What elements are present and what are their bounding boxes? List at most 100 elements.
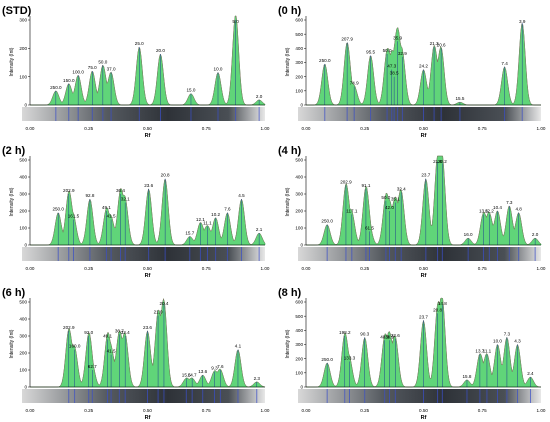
y-axis-label: Intensity (Int) <box>285 47 291 76</box>
y-tick-label: 0 <box>24 103 27 108</box>
peak-label: 2.4 <box>527 371 534 376</box>
peak-label: 14.7 <box>188 373 197 378</box>
x-tick-label: 0.50 <box>143 408 152 413</box>
x-tick-label: 0.25 <box>360 126 369 131</box>
peak-label: 10.0 <box>493 339 502 344</box>
y-axis-label: Intensity (Int) <box>9 47 15 76</box>
panel-title: (STD) <box>2 5 32 17</box>
gel-lane-strip <box>22 247 265 261</box>
y-tick-label: 500 <box>295 32 303 37</box>
peak-label: 250.0 <box>50 85 62 90</box>
x-tick-label: 0.50 <box>419 408 428 413</box>
peak-label: 4.3 <box>514 339 521 344</box>
intensity-trace <box>30 179 266 246</box>
peak-label: 16.0 <box>464 232 473 237</box>
y-tick-label: 600 <box>295 300 303 305</box>
peak-label: 100.0 <box>72 69 84 74</box>
x-tick-label: 0.25 <box>84 126 93 131</box>
y-tick-label: 100 <box>19 226 27 231</box>
peak-label: 49.1 <box>103 333 112 338</box>
x-tick-label: 1.00 <box>537 126 546 131</box>
y-tick-label: 0 <box>300 103 303 108</box>
peak-label: 74.9 <box>350 81 359 86</box>
y-tick-label: 300 <box>295 192 303 197</box>
x-tick-label: 0.50 <box>143 126 152 131</box>
y-tick-label: 300 <box>295 60 303 65</box>
x-tick-label: 0.75 <box>202 266 211 271</box>
peak-label: 10.0 <box>214 66 223 71</box>
gel-lane-strip <box>22 389 265 403</box>
peak-label: 15.6 <box>182 373 191 378</box>
intensity-trace <box>306 155 542 246</box>
y-tick-label: 600 <box>295 18 303 23</box>
y-axis-label: Intensity (Int) <box>9 187 15 216</box>
peak-label: 92.8 <box>85 193 94 198</box>
peak-label: 32.9 <box>398 51 407 56</box>
chart-panel-5: (8 h) Intensity (Int) 250.0 198.2 133.3 90.3 4… <box>278 287 546 421</box>
y-tick-label: 200 <box>295 356 303 361</box>
peak-label: 150.0 <box>63 78 75 83</box>
peak-label: 9.3 <box>211 366 218 371</box>
peak-label: 160.0 <box>69 344 81 349</box>
peak-label: 15.0 <box>186 88 195 93</box>
peak-label: 50.0 <box>98 59 107 64</box>
intensity-trace <box>306 23 541 106</box>
peak-label: 21.0 <box>154 310 163 315</box>
peak-label: 12.2 <box>485 208 494 213</box>
peak-label: 47.3 <box>387 64 396 69</box>
peak-label: 23.6 <box>144 183 153 188</box>
chart-panel-4: (6 h) Intensity (Int) 202.9 160.0 92.0 62.7 49… <box>2 287 270 421</box>
x-tick-label: 0.50 <box>143 266 152 271</box>
x-tick-label: 0.00 <box>302 126 311 131</box>
peak-label: 32.6 <box>391 333 400 338</box>
x-tick-label: 0.75 <box>478 266 487 271</box>
y-tick-label: 300 <box>19 192 27 197</box>
peak-label: 202.9 <box>340 180 352 185</box>
y-tick-label: 500 <box>295 158 303 163</box>
peak-label: 32.1 <box>121 197 130 202</box>
panel-title: (0 h) <box>278 5 302 17</box>
x-tick-label: 0.00 <box>302 266 311 271</box>
peak-label: 20.4 <box>159 301 168 306</box>
peak-label: 35.9 <box>393 35 402 40</box>
peak-label: 48.3 <box>380 334 389 339</box>
peak-label: 11.1 <box>203 220 212 225</box>
peak-label: 13.7 <box>475 348 484 353</box>
peak-label: 23.6 <box>143 325 152 330</box>
y-tick-label: 200 <box>295 74 303 79</box>
y-tick-label: 0 <box>300 385 303 390</box>
x-tick-label: 0.25 <box>360 266 369 271</box>
peak-label: 250.0 <box>321 219 333 224</box>
peak-label: 20.2 <box>438 159 447 164</box>
peak-label: 21.6 <box>433 159 442 164</box>
y-tick-label: 200 <box>19 351 27 356</box>
x-tick-label: 0.25 <box>360 408 369 413</box>
peak-label: 250.0 <box>321 357 333 362</box>
y-tick-label: 200 <box>295 209 303 214</box>
x-axis-label: Rf <box>421 415 427 421</box>
x-tick-label: 0.25 <box>84 266 93 271</box>
x-tick-label: 0.75 <box>202 408 211 413</box>
gel-lane-strip <box>298 107 541 121</box>
peak-label: 117.1 <box>346 208 358 213</box>
peak-label: 90.3 <box>360 331 369 336</box>
peak-label: 35.1 <box>391 197 400 202</box>
peak-label: 202.9 <box>63 325 75 330</box>
panel-title: (2 h) <box>2 145 26 157</box>
y-axis-label: Intensity (Int) <box>285 329 291 358</box>
y-axis-label: Intensity (Int) <box>285 187 291 216</box>
chart-panel-1: (0 h) Intensity (Int) 250.0 207.9 74.9 95.5 50… <box>278 5 546 139</box>
peak-label: 25.0 <box>135 41 144 46</box>
y-tick-label: 200 <box>19 209 27 214</box>
peak-label: 15.5 <box>455 96 464 101</box>
y-tick-label: 300 <box>19 18 27 23</box>
y-tick-label: 100 <box>19 74 27 79</box>
y-tick-label: 200 <box>19 46 27 51</box>
peak-label: 7.3 <box>506 200 513 205</box>
peak-label: 2.1 <box>256 227 263 232</box>
peak-label: 207.9 <box>341 37 353 42</box>
y-tick-label: 100 <box>19 368 27 373</box>
peak-label: 2.0 <box>532 232 539 237</box>
y-tick-label: 300 <box>19 334 27 339</box>
